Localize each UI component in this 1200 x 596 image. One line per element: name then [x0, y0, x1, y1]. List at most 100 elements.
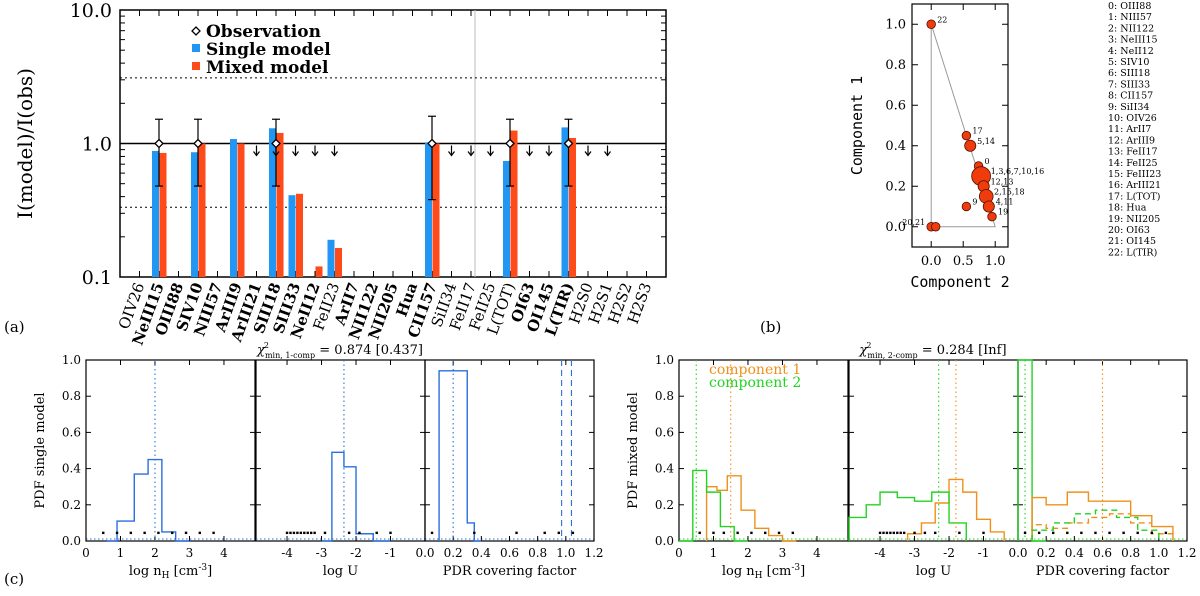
bar-mixed-NeIII15 — [159, 152, 167, 277]
y-tick-label: 0.6 — [62, 425, 81, 439]
data-dot — [1080, 531, 1083, 535]
legend-entry-0: 0: OIII88 — [1108, 1, 1151, 12]
point-label-5: 12,13 — [991, 177, 1014, 186]
legend-entry-2: 2: NII122 — [1108, 23, 1154, 34]
bar-mixed-SIII18 — [276, 132, 284, 277]
bar-mixed-SIV10 — [198, 143, 206, 277]
legend-observation: Observation — [206, 22, 321, 42]
subplot-frame-1 — [848, 359, 1019, 542]
x-axis-label-2: PDR covering factor — [1036, 564, 1170, 579]
histogram-0-0 — [106, 458, 190, 542]
upper-limit-arrow — [467, 151, 475, 157]
y-tick-label: 0.8 — [62, 389, 81, 403]
data-dot — [171, 531, 174, 535]
upper-limit-arrow — [584, 151, 592, 157]
observation-marker-CII157 — [427, 138, 437, 149]
x-tick-label: 4 — [220, 546, 228, 560]
data-dot — [430, 531, 434, 535]
panel-c-single-model-pdf: χ2 min, 1-comp = 0.874 [0.437] PDF single … — [33, 341, 604, 581]
panel-label-c: (c) — [4, 570, 24, 588]
data-dot — [212, 531, 215, 535]
chi2-title: χ2 min, 1-comp = 0.874 [0.437] — [256, 341, 423, 360]
x-tick-label: 1.2 — [1177, 546, 1196, 560]
x-tick-label: 2 — [744, 546, 752, 560]
data-dot — [982, 531, 985, 535]
data-dot — [902, 531, 906, 535]
x-tick-label: 0 — [675, 546, 683, 560]
y-tick-label: 0.8 — [885, 58, 906, 73]
data-dot — [571, 531, 575, 535]
data-dot — [712, 531, 715, 535]
data-dot — [306, 531, 309, 535]
data-dot — [198, 531, 202, 535]
histogram-2-3 — [1031, 509, 1160, 541]
data-dot — [1122, 531, 1125, 535]
legend-entry-7: 7: SIII33 — [1108, 79, 1150, 90]
data-dot — [102, 531, 105, 535]
y-tick-label: 0.2 — [655, 498, 674, 512]
data-dot — [299, 531, 303, 535]
upper-limit-arrow — [292, 151, 299, 157]
y-tick-label: 1.0 — [885, 17, 906, 32]
legend-entry-13: 13: FeII17 — [1108, 147, 1158, 158]
data-dot — [303, 531, 306, 535]
legend-1: component 2 — [709, 375, 801, 391]
subplot-frame-0 — [85, 359, 256, 542]
bar-single-FeII23 — [327, 239, 335, 277]
y-tick-label: 0.4 — [62, 462, 81, 476]
point-label-1: 17 — [972, 127, 982, 136]
data-dot — [289, 531, 292, 535]
observation-marker-L(TOT) — [505, 138, 515, 149]
bar-mixed-CII157 — [432, 143, 440, 277]
data-dot — [515, 531, 518, 535]
data-dot — [750, 531, 753, 535]
data-dot — [777, 531, 781, 535]
panel-label-a: (a) — [4, 318, 25, 336]
observation-marker-L(TIR) — [563, 138, 574, 149]
bar-single-SIV10 — [191, 152, 198, 277]
point-label-6: 2,15,18 — [994, 187, 1025, 196]
data-dot — [934, 531, 937, 535]
x-tick-label: -4 — [874, 546, 886, 560]
x-tick-label: 0.4 — [472, 546, 491, 560]
data-dot — [1052, 531, 1055, 535]
point-label-8: 19 — [998, 208, 1008, 217]
data-dot — [143, 531, 146, 535]
point-label-4: 1,3,6,7,10,16 — [991, 167, 1044, 176]
data-dot — [958, 531, 961, 535]
observation-marker-SIV10 — [193, 138, 203, 149]
data-dot — [889, 531, 892, 535]
legend-mixed: Mixed model — [206, 58, 329, 78]
bar-single-L(TIR) — [561, 127, 569, 277]
x-tick-label: 0.0 — [415, 546, 434, 560]
data-dot — [899, 531, 902, 535]
scatter-point-7 — [982, 200, 995, 213]
data-dot — [764, 531, 767, 535]
histogram-2-0 — [1017, 359, 1047, 542]
upper-limit-arrow — [311, 151, 319, 157]
histogram-2-0 — [438, 370, 482, 542]
upper-limit-arrow — [526, 151, 533, 157]
y-axis-label: I(model)/I(obs) — [13, 68, 37, 219]
legend-entry-3: 3: NeIII15 — [1108, 35, 1158, 46]
data-dot — [698, 531, 701, 535]
legend-entry-6: 6: SIII18 — [1108, 68, 1150, 79]
point-label-7: 4,11 — [996, 198, 1014, 207]
x-tick-label: 0.4 — [1065, 546, 1084, 560]
y-tick-label: 0.2 — [885, 179, 906, 194]
x-tick-label: 0.2 — [444, 546, 463, 560]
legend-entry-8: 8: CII157 — [1108, 91, 1153, 102]
subplot-frame-1 — [255, 359, 426, 542]
bar-mixed-NeII12 — [315, 266, 323, 277]
x-tick-label: 1.2 — [584, 546, 603, 560]
scatter-point-8 — [987, 211, 997, 222]
x-tick-label: -1 — [385, 546, 397, 560]
x-tick-label: 3 — [779, 546, 787, 560]
data-dot — [323, 531, 327, 535]
bar-single-SIII18 — [269, 128, 276, 277]
point-label-10: 20,21 — [902, 218, 925, 227]
legend-entry-15: 15: FeIII23 — [1108, 169, 1161, 180]
y-tick-label: 0.0 — [62, 534, 81, 548]
data-dot — [736, 531, 739, 535]
x-tick-label: 1.0 — [985, 254, 1006, 269]
